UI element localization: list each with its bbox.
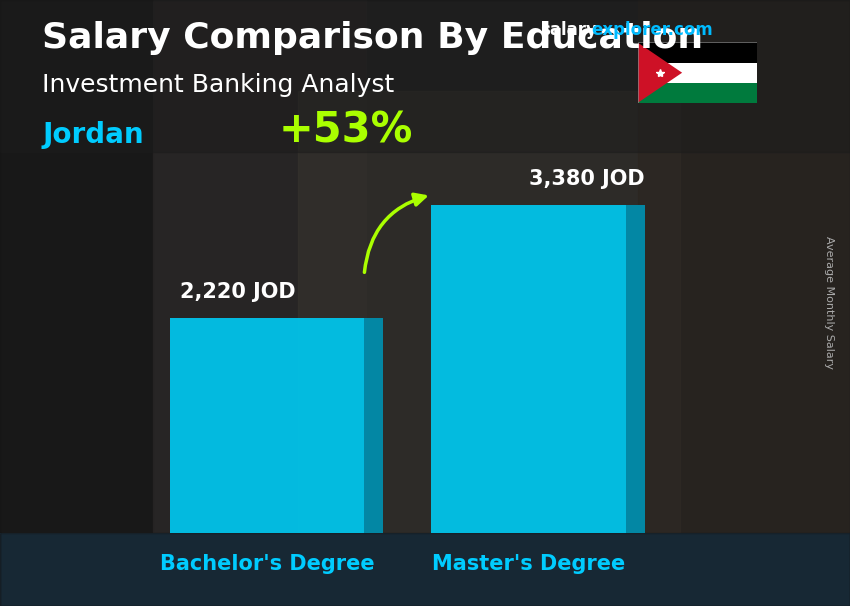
Bar: [298, 91, 680, 545]
Bar: [638, 83, 756, 103]
Polygon shape: [626, 205, 644, 533]
Text: Average Monthly Salary: Average Monthly Salary: [824, 236, 834, 370]
Bar: [0, 0, 153, 606]
Polygon shape: [638, 42, 682, 103]
Bar: [432, 205, 626, 533]
Text: 2,220 JOD: 2,220 JOD: [180, 282, 296, 302]
Bar: [0, 0, 850, 152]
Bar: [638, 62, 756, 83]
Bar: [170, 318, 364, 533]
Text: Salary Comparison By Education: Salary Comparison By Education: [42, 21, 704, 55]
Bar: [638, 42, 756, 62]
Text: Master's Degree: Master's Degree: [432, 554, 626, 574]
Polygon shape: [364, 318, 382, 533]
Text: +53%: +53%: [278, 110, 412, 152]
Bar: [0, 533, 850, 606]
Text: 3,380 JOD: 3,380 JOD: [530, 169, 645, 189]
Text: Jordan: Jordan: [42, 121, 144, 149]
Text: explorer.com: explorer.com: [591, 21, 712, 39]
Bar: [638, 0, 850, 606]
Bar: [0, 533, 850, 606]
Text: Bachelor's Degree: Bachelor's Degree: [160, 554, 374, 574]
Text: Investment Banking Analyst: Investment Banking Analyst: [42, 73, 394, 97]
Bar: [153, 0, 366, 606]
Text: salary: salary: [540, 21, 597, 39]
